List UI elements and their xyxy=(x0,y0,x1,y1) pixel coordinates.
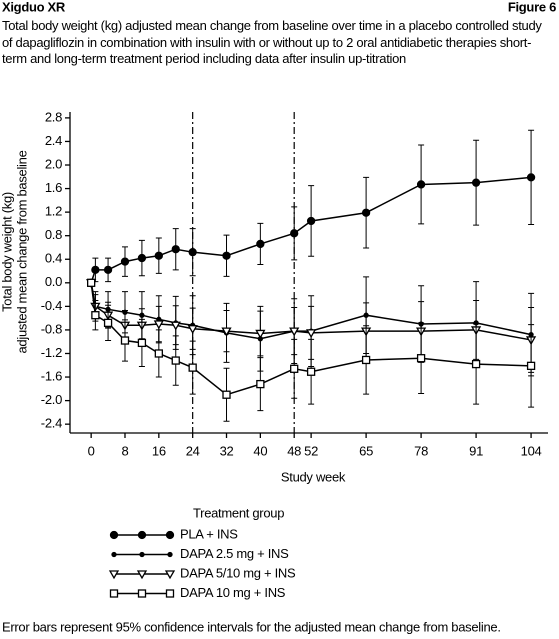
marker xyxy=(361,355,371,365)
legend-marker xyxy=(109,589,119,598)
series-line xyxy=(90,282,532,341)
y-tick-label: -2.0 xyxy=(41,392,62,407)
legend-marker xyxy=(139,551,145,558)
y-tick-label: -0.4 xyxy=(41,298,62,313)
marker xyxy=(153,320,164,330)
x-tick-label: 91 xyxy=(469,443,483,458)
series-line xyxy=(90,176,532,284)
legend-marker xyxy=(109,530,119,540)
legend-marker xyxy=(137,530,147,540)
x-tick-label: 52 xyxy=(304,443,318,458)
marker xyxy=(255,329,266,339)
x-tick-label: 32 xyxy=(220,443,234,458)
y-tick-label: -1.6 xyxy=(41,368,62,383)
legend-marker xyxy=(108,570,120,580)
marker xyxy=(188,363,197,372)
marker xyxy=(187,325,198,335)
marker xyxy=(171,245,180,254)
marker xyxy=(306,216,316,226)
y-tick-label: -0.8 xyxy=(41,321,62,336)
x-tick-label: 8 xyxy=(122,443,129,458)
legend-label: DAPA 5/10 mg + INS xyxy=(180,565,296,580)
legend-label: DAPA 2.5 mg + INS xyxy=(180,546,289,561)
marker xyxy=(526,173,536,182)
marker xyxy=(91,311,100,320)
marker xyxy=(154,349,163,358)
legend-marker xyxy=(164,570,176,580)
marker xyxy=(222,390,231,399)
y-tick-label: 0.4 xyxy=(45,251,62,266)
marker xyxy=(170,321,181,331)
marker xyxy=(471,178,481,187)
marker xyxy=(416,354,426,363)
marker xyxy=(221,327,232,337)
marker xyxy=(120,336,130,345)
marker xyxy=(188,248,197,257)
x-tick-label: 65 xyxy=(359,443,373,458)
y-tick-label: -2.4 xyxy=(41,416,62,431)
marker xyxy=(171,356,180,365)
marker xyxy=(416,180,426,189)
y-axis-label: adjusted mean change from baseline xyxy=(14,150,29,353)
x-tick-label: 24 xyxy=(186,443,200,458)
series-line xyxy=(90,282,532,340)
marker xyxy=(471,359,481,369)
caption: Total body weight (kg) adjusted mean cha… xyxy=(2,18,542,66)
legend-title: Treatment group xyxy=(193,505,284,520)
marker xyxy=(306,367,316,376)
x-tick-label: 104 xyxy=(521,443,542,458)
x-tick-label: 40 xyxy=(253,443,267,458)
marker xyxy=(256,379,265,389)
marker xyxy=(305,329,317,339)
legend-marker xyxy=(165,589,175,598)
marker xyxy=(361,208,371,217)
legend-marker xyxy=(111,551,117,558)
series-line xyxy=(90,282,532,396)
marker xyxy=(103,265,113,274)
figure-label: Figure 6 xyxy=(508,0,556,14)
legend-marker xyxy=(137,589,147,598)
marker xyxy=(91,265,100,274)
legend-label: PLA + INS xyxy=(180,526,238,541)
marker xyxy=(137,253,147,263)
y-tick-label: -1.2 xyxy=(41,345,62,360)
x-tick-label: 16 xyxy=(152,443,166,458)
marker xyxy=(222,251,231,260)
footnote: Error bars represent 95% confidence inte… xyxy=(2,619,501,634)
y-axis-label: Total body weight (kg) xyxy=(0,192,14,312)
legend-marker xyxy=(136,570,148,580)
marker xyxy=(289,327,300,337)
marker xyxy=(256,239,265,249)
y-tick-label: 2.8 xyxy=(45,109,62,124)
header-title: Xigduo XR xyxy=(2,0,66,14)
marker xyxy=(137,338,147,348)
y-tick-label: 1.2 xyxy=(45,204,62,219)
legend-marker xyxy=(165,530,175,540)
marker xyxy=(87,278,96,287)
x-tick-label: 78 xyxy=(414,443,428,458)
x-axis-label: Study week xyxy=(281,469,346,484)
legend-label: DAPA 10 mg + INS xyxy=(180,585,286,600)
x-tick-label: 0 xyxy=(88,443,95,458)
y-tick-label: 0.0 xyxy=(45,274,62,289)
marker xyxy=(154,251,163,260)
legend-marker xyxy=(167,551,173,558)
y-tick-label: 2.4 xyxy=(45,133,62,148)
marker xyxy=(103,318,113,328)
marker xyxy=(120,257,130,266)
y-tick-label: 2.0 xyxy=(45,156,62,171)
y-tick-label: 0.8 xyxy=(45,227,62,242)
x-tick-label: 48 xyxy=(287,443,301,458)
marker xyxy=(290,229,299,238)
y-tick-label: 1.6 xyxy=(45,180,62,195)
marker xyxy=(526,361,536,371)
marker xyxy=(290,364,299,373)
